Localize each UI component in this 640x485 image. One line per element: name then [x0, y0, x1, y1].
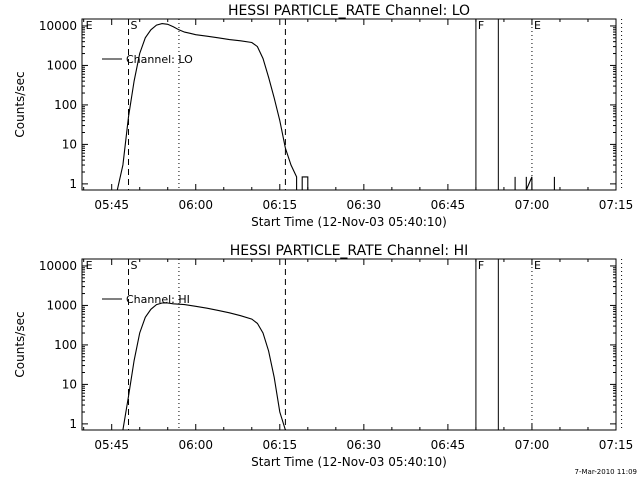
y-tick-label: 1 [69, 177, 77, 191]
x-tick-label: 06:30 [347, 198, 382, 212]
series-line [116, 23, 298, 190]
event-marker-label: E [534, 259, 541, 272]
x-tick-label: 07:15 [599, 438, 634, 452]
y-tick-label: 1000 [46, 298, 77, 312]
event-marker-label: F [478, 19, 484, 32]
x-tick-label: 06:15 [263, 198, 298, 212]
x-tick-label: 05:45 [94, 198, 129, 212]
series-line [122, 302, 286, 430]
footer-timestamp: 7-Mar-2010 11:09 [574, 468, 637, 476]
y-tick-label: 10000 [39, 259, 77, 273]
x-tick-label: 06:45 [431, 438, 466, 452]
plot-frame [81, 18, 617, 191]
chart-title: HESSI PARTICLE_RATE Channel: LO [228, 3, 470, 19]
y-tick-label: 1 [69, 417, 77, 431]
event-marker-label: F [478, 259, 484, 272]
x-tick-label: 06:45 [431, 198, 466, 212]
y-tick-label: 10 [62, 137, 77, 151]
y-tick-label: 100 [54, 338, 77, 352]
x-tick-label: 07:00 [515, 438, 550, 452]
event-marker-label: S [131, 259, 138, 272]
x-tick-label: 07:15 [599, 198, 634, 212]
series-line [525, 176, 533, 190]
y-tick-label: 1000 [46, 58, 77, 72]
x-tick-label: 06:00 [178, 438, 213, 452]
series-line [301, 176, 309, 190]
event-marker-label: E [86, 19, 93, 32]
y-tick-label: 10000 [39, 19, 77, 33]
x-tick-label: 07:00 [515, 198, 550, 212]
event-marker-label: S [131, 19, 138, 32]
chart-panel-2: HESSI PARTICLE_RATE Channel: HI 1 10 100 100… [13, 243, 633, 469]
x-tick-label: 06:30 [347, 438, 382, 452]
event-marker-label: E [534, 19, 541, 32]
y-tick-label: 100 [54, 98, 77, 112]
x-tick-label: 05:45 [94, 438, 129, 452]
event-marker-label: E [86, 259, 93, 272]
x-tick-label: 06:15 [263, 438, 298, 452]
x-tick-label: 06:00 [178, 198, 213, 212]
legend-label: Channel: LO [126, 53, 193, 66]
y-axis-label: Counts/sec [13, 71, 27, 137]
y-tick-label: 10 [62, 377, 77, 391]
chart-panel-1: HESSI PARTICLE_RATE Channel: LO 1 10 100 100… [13, 3, 633, 229]
plot-frame [81, 258, 617, 431]
chart-title: HESSI PARTICLE_RATE Channel: HI [230, 243, 468, 259]
y-axis-label: Counts/sec [13, 311, 27, 377]
legend-label: Channel: HI [126, 293, 190, 306]
x-axis-label: Start Time (12-Nov-03 05:40:10) [251, 215, 447, 229]
x-axis-label: Start Time (12-Nov-03 05:40:10) [251, 455, 447, 469]
